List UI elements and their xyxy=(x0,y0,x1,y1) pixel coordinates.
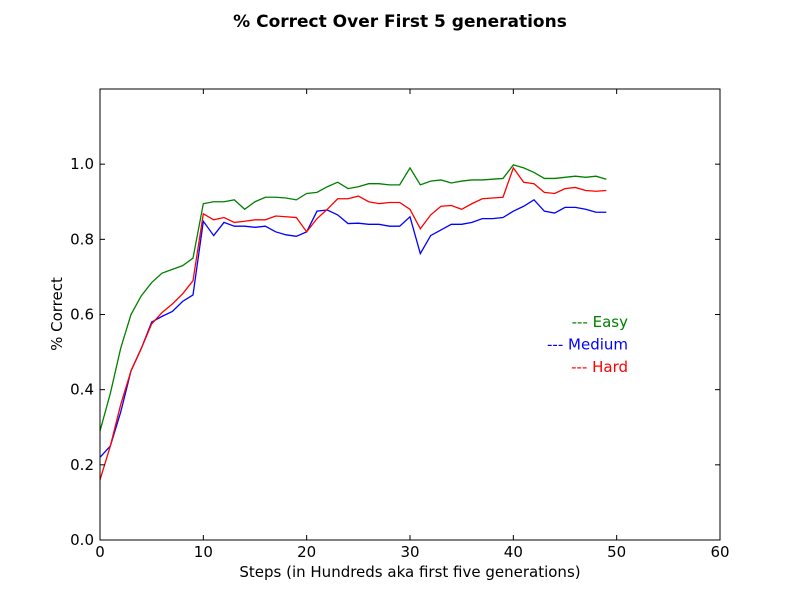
y-tick-label: 1.0 xyxy=(70,155,94,173)
series-layer xyxy=(99,164,607,481)
chart-title: % Correct Over First 5 generations xyxy=(233,12,567,32)
series-line-1 xyxy=(99,199,607,458)
x-tick-label: 20 xyxy=(297,543,316,561)
legend: --- Easy --- Medium --- Hard xyxy=(547,313,628,376)
y-tick-label: 0.4 xyxy=(70,381,94,399)
y-axis-ticks: 0.0 0.2 0.4 0.6 0.8 1.0 xyxy=(70,155,720,549)
x-tick-label: 40 xyxy=(504,543,523,561)
y-tick-label: 0.8 xyxy=(70,230,94,248)
y-tick-label: 0.0 xyxy=(70,531,94,549)
legend-entry-0: --- Easy xyxy=(572,313,628,331)
x-tick-label: 50 xyxy=(607,543,626,561)
legend-entry-1: --- Medium xyxy=(547,336,628,354)
x-tick-label: 10 xyxy=(194,543,213,561)
y-axis-label: % Correct xyxy=(48,277,66,351)
legend-entry-2: --- Hard xyxy=(571,358,628,376)
series-line-0 xyxy=(99,164,607,432)
x-axis-ticks: 0 10 20 30 40 50 60 xyxy=(95,89,730,561)
y-tick-label: 0.2 xyxy=(70,456,94,474)
x-axis-label: Steps (in Hundreds aka first five genera… xyxy=(239,563,580,581)
x-tick-label: 30 xyxy=(400,543,419,561)
x-tick-label: 0 xyxy=(95,543,105,561)
y-tick-label: 0.6 xyxy=(70,306,94,324)
x-tick-label: 60 xyxy=(710,543,729,561)
series-line-2 xyxy=(99,166,607,481)
